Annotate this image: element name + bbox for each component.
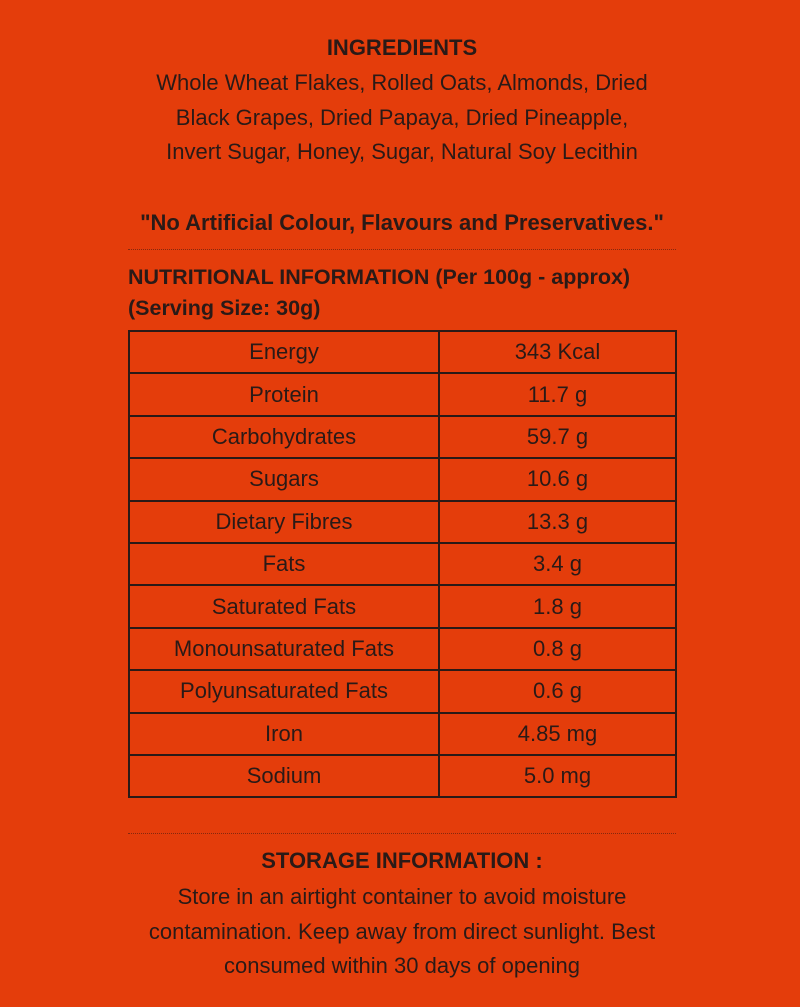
section-divider — [128, 833, 676, 834]
table-row: Carbohydrates 59.7 g — [128, 414, 677, 460]
nutrient-value: 10.6 g — [438, 457, 677, 502]
nutrition-table: Energy 343 Kcal Protein 11.7 g Carbohydrat… — [128, 329, 677, 799]
table-row: Sodium 5.0 mg — [128, 753, 677, 799]
nutrient-name: Sugars — [128, 457, 440, 502]
table-row: Saturated Fats 1.8 g — [128, 584, 677, 629]
nutrient-name: Polyunsaturated Fats — [128, 669, 440, 714]
nutrient-value: 343 Kcal — [438, 329, 677, 375]
table-row: Sugars 10.6 g — [128, 457, 677, 502]
serving-size: (Serving Size: 30g) — [128, 296, 321, 320]
table-row: Polyunsaturated Fats 0.6 g — [128, 669, 677, 714]
nutrient-value: 4.85 mg — [438, 711, 677, 756]
nutrition-title: NUTRITIONAL INFORMATION (Per 100g - appr… — [128, 262, 676, 324]
ingredients-list: Whole Wheat Flakes, Rolled Oats, Almonds… — [156, 70, 648, 164]
nutrient-value: 5.0 mg — [438, 753, 677, 799]
table-row: Iron 4.85 mg — [128, 711, 677, 756]
nutrient-name: Sodium — [128, 753, 440, 799]
table-row: Fats 3.4 g — [128, 541, 677, 587]
nutrient-value: 1.8 g — [438, 584, 677, 629]
nutrient-value: 13.3 g — [438, 499, 677, 544]
table-row: Dietary Fibres 13.3 g — [128, 499, 677, 544]
nutrient-value: 0.6 g — [438, 669, 677, 714]
storage-title: STORAGE INFORMATION : — [261, 848, 543, 873]
nutrient-name: Monounsaturated Fats — [128, 626, 440, 672]
ingredients-title: INGREDIENTS — [326, 35, 478, 60]
nutrient-value: 11.7 g — [438, 372, 677, 417]
nutrient-name: Carbohydrates — [128, 414, 440, 460]
nutrient-name: Protein — [128, 372, 440, 417]
no-artificial-note: "No Artificial Colour, Flavours and Pres… — [140, 210, 664, 235]
table-row: Protein 11.7 g — [128, 372, 677, 417]
nutrient-name: Dietary Fibres — [128, 499, 440, 544]
nutrient-name: Fats — [128, 541, 440, 587]
table-row: Monounsaturated Fats 0.8 g — [128, 626, 677, 672]
nutrition-heading: NUTRITIONAL INFORMATION (Per 100g - appr… — [128, 265, 631, 289]
nutrient-value: 0.8 g — [438, 626, 677, 672]
nutrient-name: Saturated Fats — [128, 584, 440, 629]
nutrient-value: 59.7 g — [438, 414, 677, 460]
section-divider — [128, 249, 676, 250]
nutrient-value: 3.4 g — [438, 541, 677, 587]
storage-text: Store in an airtight container to avoid … — [148, 884, 656, 978]
table-row: Energy 343 Kcal — [128, 329, 677, 375]
nutrient-name: Iron — [128, 711, 440, 756]
nutrient-name: Energy — [128, 329, 440, 375]
